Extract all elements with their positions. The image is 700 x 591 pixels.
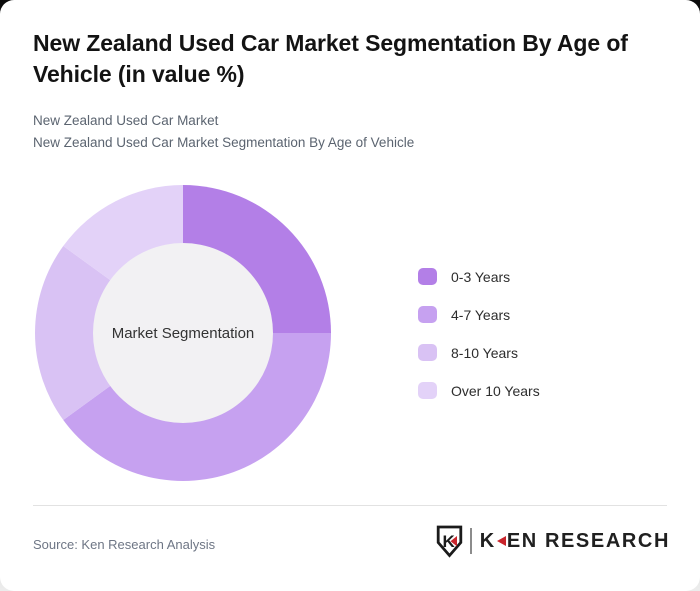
legend-label: Over 10 Years: [451, 382, 540, 399]
footer-divider: [33, 505, 667, 506]
legend-label: 0-3 Years: [451, 268, 511, 285]
chart-subtitle: New Zealand Used Car Market New Zealand …: [33, 110, 414, 154]
subtitle-line-2: New Zealand Used Car Market Segmentation…: [33, 135, 415, 150]
donut-svg: [35, 185, 331, 481]
legend-label: 8-10 Years: [451, 344, 518, 361]
logo-divider-bar: [469, 528, 472, 554]
chart-title: New Zealand Used Car Market Segmentation…: [33, 30, 628, 87]
legend-swatch: [418, 306, 437, 323]
legend-swatch: [418, 382, 437, 399]
donut-hole: [93, 243, 273, 423]
legend-swatch: [418, 268, 437, 285]
legend: 0-3 Years 4-7 Years 8-10 Years Over 10 Year…: [418, 268, 540, 420]
legend-label: 4-7 Years: [451, 306, 511, 323]
logo-red-triangle-icon: [496, 536, 506, 546]
ken-research-logo: K K EN RESEARCH: [436, 524, 670, 558]
legend-item-0-3-years[interactable]: 0-3 Years: [418, 268, 540, 285]
legend-swatch: [418, 344, 437, 361]
legend-item-over-10-years[interactable]: Over 10 Years: [418, 382, 540, 399]
donut-chart: Market Segmentation: [35, 185, 331, 481]
svg-text:K: K: [442, 532, 455, 551]
legend-item-4-7-years[interactable]: 4-7 Years: [418, 306, 540, 323]
ken-research-shield-icon: K: [436, 525, 462, 558]
logo-wordmark: K EN RESEARCH: [479, 529, 670, 552]
subtitle-line-1: New Zealand Used Car Market: [33, 113, 219, 128]
legend-item-8-10-years[interactable]: 8-10 Years: [418, 344, 540, 361]
source-text: Source: Ken Research Analysis: [33, 537, 216, 552]
